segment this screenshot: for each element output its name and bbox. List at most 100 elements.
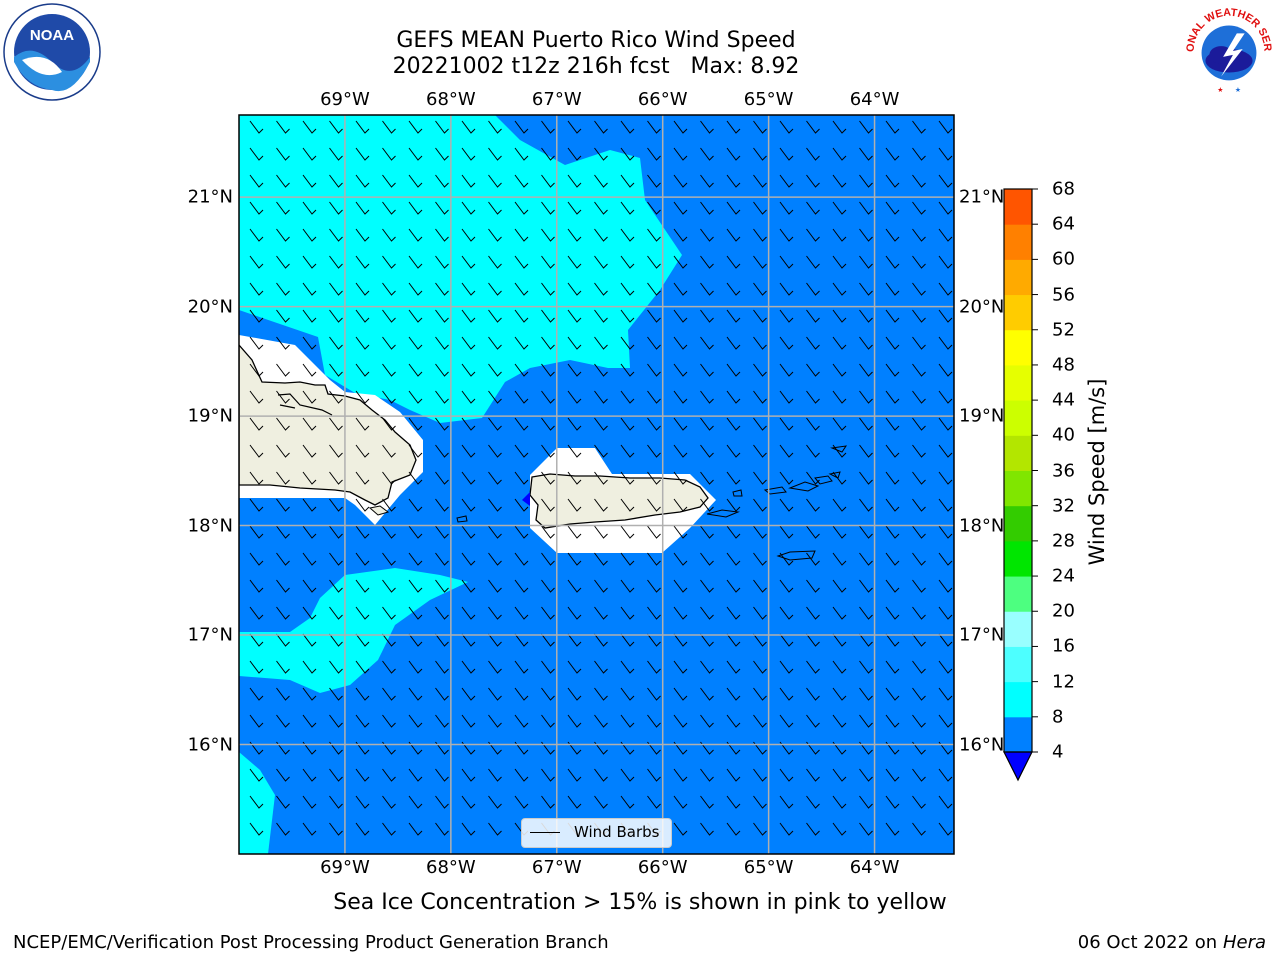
wind-barb bbox=[647, 660, 661, 674]
colorbar-tick-label: 44 bbox=[1052, 389, 1075, 411]
wind-barb bbox=[726, 417, 741, 431]
wind-barb bbox=[726, 606, 741, 620]
wind-barb bbox=[700, 417, 714, 431]
wind-barb bbox=[249, 336, 264, 350]
wind-barb bbox=[329, 147, 343, 161]
colorbar-bin-56 bbox=[1004, 259, 1032, 296]
wind-barb bbox=[859, 174, 873, 188]
wind-barb bbox=[302, 741, 317, 755]
wind-barb bbox=[276, 336, 290, 350]
wind-barb bbox=[832, 363, 847, 377]
wind-barb bbox=[541, 606, 555, 620]
wind-barb bbox=[276, 579, 290, 593]
wind-barb bbox=[832, 255, 847, 269]
wind-barb bbox=[832, 471, 847, 485]
wind-barb bbox=[726, 471, 741, 485]
wind-barb bbox=[753, 579, 767, 593]
wind-barb bbox=[673, 228, 688, 242]
wind-barb bbox=[806, 768, 820, 782]
wind-barb bbox=[329, 444, 343, 458]
wind-barb bbox=[249, 633, 264, 647]
wind-barb bbox=[779, 417, 794, 431]
land-vieques bbox=[706, 509, 740, 518]
wind-barb bbox=[620, 471, 635, 485]
wind-barb bbox=[249, 120, 264, 134]
colorbar-label: Wind Speed [m/s] bbox=[1085, 378, 1109, 566]
wind-barb bbox=[382, 201, 396, 215]
wind-barb bbox=[859, 147, 873, 161]
wind-barb bbox=[302, 660, 317, 674]
wind-barb bbox=[382, 714, 396, 728]
lat-label-right-5: 16°N bbox=[959, 734, 1005, 756]
wind-barb bbox=[726, 660, 741, 674]
wind-barb bbox=[408, 714, 423, 728]
map-frame bbox=[238, 114, 955, 855]
wind-barb bbox=[514, 525, 529, 539]
wind-barb bbox=[620, 390, 635, 404]
wind-barb bbox=[541, 768, 555, 782]
wind-barb bbox=[885, 795, 900, 809]
wind-barb bbox=[885, 741, 900, 755]
wind-barb bbox=[779, 363, 794, 377]
wind-barb bbox=[408, 336, 423, 350]
wind-barb bbox=[408, 363, 423, 377]
wind-barb bbox=[885, 255, 900, 269]
wind-barb bbox=[753, 282, 767, 296]
wind-barb bbox=[753, 606, 767, 620]
wind-barb bbox=[461, 768, 476, 782]
wind-barb bbox=[594, 282, 608, 296]
wind-barb bbox=[859, 255, 873, 269]
wind-barb bbox=[355, 822, 370, 836]
wind-barb bbox=[461, 309, 476, 323]
wind-barb bbox=[249, 525, 264, 539]
wind-barb bbox=[779, 552, 794, 566]
wind-barb bbox=[753, 741, 767, 755]
wind-barb bbox=[806, 147, 820, 161]
wind-barb bbox=[779, 768, 794, 782]
wind-barb bbox=[753, 255, 767, 269]
wind-barb bbox=[382, 741, 396, 755]
lon-label-top-5: 64°W bbox=[849, 89, 900, 110]
wind-barb bbox=[700, 606, 714, 620]
wind-barb bbox=[620, 498, 635, 512]
lat-label-left-0: 21°N bbox=[187, 186, 233, 208]
wind-barb bbox=[806, 444, 820, 458]
wind-barb bbox=[382, 282, 396, 296]
wind-barb bbox=[567, 147, 582, 161]
colorbar-tick-label: 60 bbox=[1052, 248, 1075, 270]
wind-barb bbox=[249, 390, 264, 404]
wind-barb bbox=[276, 498, 290, 512]
wind-barb bbox=[938, 741, 953, 755]
wind-barb bbox=[859, 606, 873, 620]
wind-barb bbox=[700, 498, 714, 512]
wind-barb bbox=[620, 282, 635, 296]
wind-barb bbox=[408, 417, 423, 431]
wind-barb bbox=[912, 606, 926, 620]
wind-barb bbox=[435, 795, 449, 809]
wind-barb bbox=[938, 120, 953, 134]
wind-barb bbox=[700, 309, 714, 323]
wind-barb bbox=[700, 363, 714, 377]
wind-barb bbox=[488, 795, 502, 809]
wind-barb bbox=[488, 282, 502, 296]
wind-barb bbox=[806, 471, 820, 485]
wind-barb bbox=[832, 606, 847, 620]
wind-barb bbox=[859, 687, 873, 701]
wind-barb bbox=[488, 741, 502, 755]
wind-barb bbox=[779, 228, 794, 242]
wind-barb bbox=[594, 525, 608, 539]
wind-barb bbox=[912, 336, 926, 350]
wind-barb bbox=[541, 795, 555, 809]
wind-barb bbox=[302, 147, 317, 161]
wind-barb bbox=[620, 147, 635, 161]
wind-barb bbox=[488, 174, 502, 188]
wind-barb bbox=[541, 741, 555, 755]
legend-label: Wind Barbs bbox=[574, 823, 660, 841]
wind-barb bbox=[806, 363, 820, 377]
wind-barb bbox=[673, 795, 688, 809]
wind-barb bbox=[249, 741, 264, 755]
wind-barb bbox=[461, 174, 476, 188]
wind-barb bbox=[567, 768, 582, 782]
lat-label-left-2: 19°N bbox=[187, 405, 233, 427]
wind-barb bbox=[382, 390, 396, 404]
